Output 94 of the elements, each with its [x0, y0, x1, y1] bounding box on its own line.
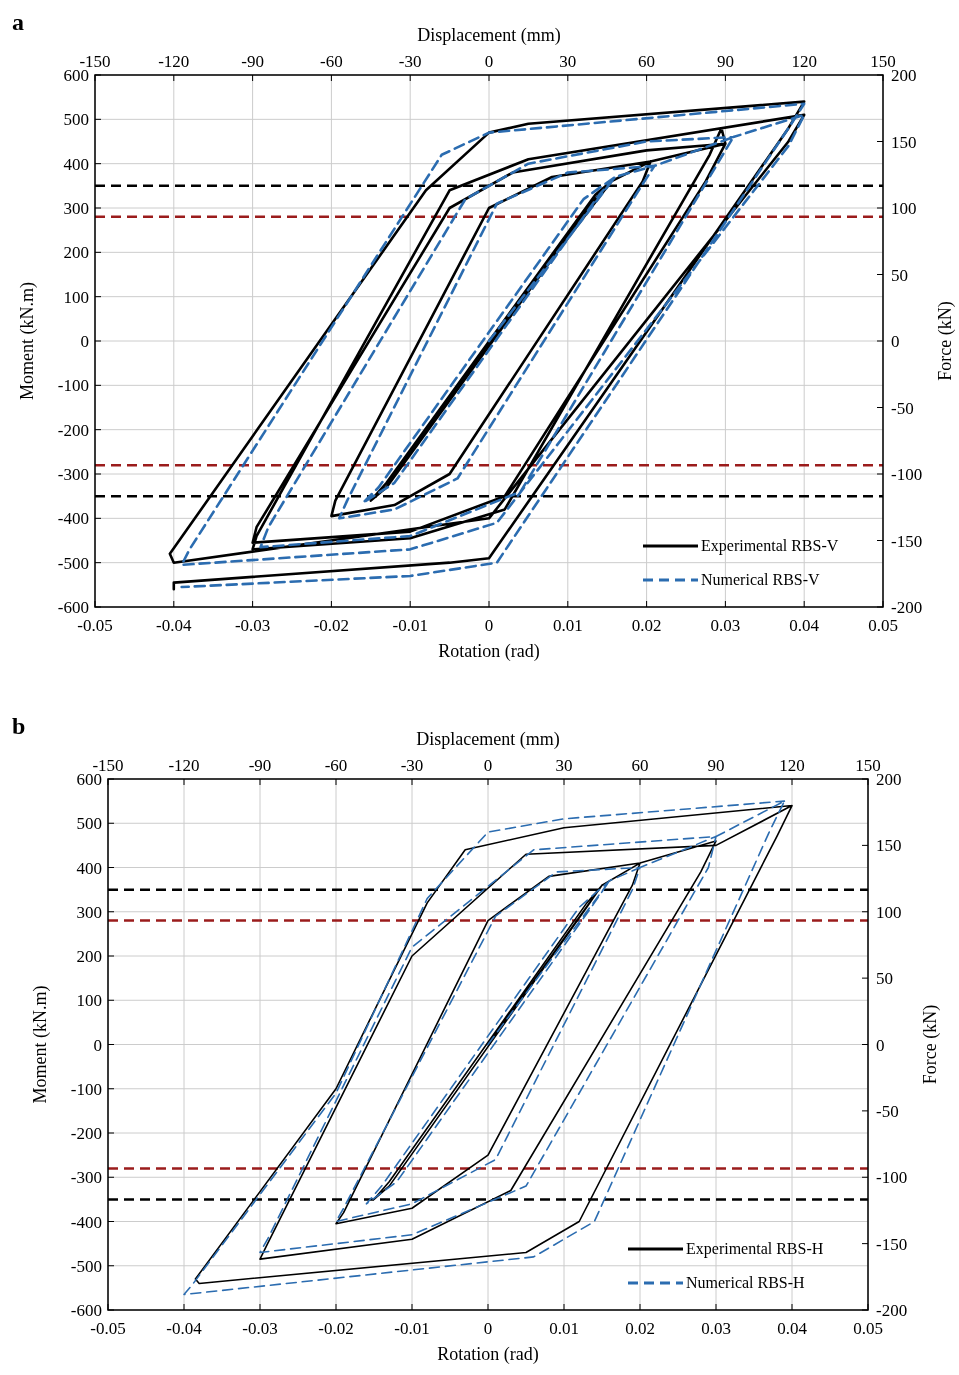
legend-label: Numerical RBS-V — [701, 571, 821, 588]
y-tick-label: 300 — [76, 902, 102, 922]
x-tick-label: 0.04 — [789, 616, 820, 635]
y2-tick-label: -200 — [891, 598, 923, 617]
y2-tick-label: 100 — [891, 199, 917, 218]
y-tick-label: -100 — [70, 1079, 102, 1099]
x2-tick-label: -90 — [241, 52, 264, 71]
x-tick-label: 0.05 — [853, 1319, 883, 1338]
y-tick-label: -600 — [70, 1301, 102, 1320]
y2-tick-label: 150 — [891, 132, 917, 152]
x-tick-label: -0.03 — [242, 1319, 278, 1338]
y-axis-title: Moment (kN.m) — [17, 282, 38, 400]
y2-axis-title: Force (kN) — [935, 301, 956, 381]
y-tick-label: -400 — [70, 1212, 102, 1232]
x2-tick-label: -120 — [168, 756, 200, 775]
x2-tick-label: 90 — [707, 756, 725, 775]
x2-tick-label: -30 — [398, 52, 422, 71]
legend-label: Experimental RBS-V — [701, 537, 839, 555]
x2-tick-label: -120 — [158, 52, 190, 71]
x2-tick-label: 30 — [555, 756, 573, 775]
y2-tick-label: 100 — [876, 902, 902, 922]
x-tick-label: -0.01 — [394, 1319, 430, 1338]
y-tick-label: 200 — [76, 947, 102, 966]
x-tick-label: 0.01 — [549, 1319, 579, 1338]
y-tick-label: -500 — [57, 553, 89, 573]
y2-tick-label: 50 — [891, 265, 908, 285]
y-tick-label: -300 — [70, 1168, 102, 1188]
y2-tick-label: -50 — [891, 398, 914, 418]
y-tick-label: 100 — [76, 991, 102, 1011]
x-tick-label: -0.03 — [234, 616, 271, 635]
y2-tick-label: -50 — [876, 1101, 899, 1121]
y-tick-label: -500 — [70, 1256, 102, 1276]
x-axis-title: Rotation (rad) — [438, 641, 540, 662]
y-tick-label: -600 — [57, 598, 89, 617]
y-tick-label: 200 — [63, 243, 89, 263]
x2-tick-label: 30 — [559, 52, 577, 71]
x2-tick-label: 120 — [779, 756, 805, 775]
x-tick-label: -0.05 — [77, 616, 113, 635]
y-tick-label: -200 — [57, 420, 89, 440]
x-tick-label: 0.05 — [868, 616, 898, 635]
x-tick-label: 0 — [484, 616, 494, 635]
x-tick-label: 0.04 — [777, 1319, 808, 1338]
y2-tick-label: 0 — [891, 332, 900, 351]
x2-tick-label: -90 — [248, 756, 272, 775]
y2-tick-label: 150 — [876, 836, 902, 856]
x-axis-title: Rotation (rad) — [437, 1344, 539, 1365]
x2-axis-title: Displacement (mm) — [417, 25, 561, 46]
x2-tick-label: 60 — [638, 52, 656, 71]
x2-axis-title: Displacement (mm) — [416, 729, 560, 750]
y2-tick-label: 50 — [876, 969, 893, 989]
y2-tick-label: -150 — [876, 1234, 908, 1254]
x-tick-label: -0.05 — [90, 1319, 126, 1338]
y-tick-label: 500 — [63, 110, 89, 130]
x-tick-label: -0.02 — [318, 1319, 354, 1338]
x-tick-label: 0.03 — [701, 1319, 731, 1338]
y2-tick-label: -150 — [891, 531, 923, 551]
y2-axis-title: Force (kN) — [920, 1004, 941, 1085]
y-tick-label: 500 — [76, 814, 102, 834]
legend-label: Numerical RBS-H — [686, 1274, 806, 1291]
x2-tick-label: 0 — [483, 756, 493, 775]
x-tick-label: -0.01 — [392, 616, 428, 635]
y2-tick-label: -200 — [876, 1301, 908, 1320]
y2-tick-label: 0 — [876, 1035, 885, 1055]
y2-tick-label: -100 — [891, 465, 923, 484]
x2-tick-label: 120 — [791, 52, 817, 71]
x-tick-label: 0.01 — [552, 616, 583, 635]
y-tick-label: -400 — [57, 509, 89, 529]
x2-tick-label: 60 — [631, 756, 649, 775]
y-tick-label: -300 — [57, 465, 89, 484]
y-tick-label: 400 — [76, 858, 102, 878]
y-tick-label: 100 — [63, 287, 89, 307]
x-tick-label: 0.03 — [710, 616, 741, 635]
x-tick-label: 0.02 — [625, 1319, 655, 1338]
chart-title: b — [12, 713, 26, 739]
x2-tick-label: -60 — [324, 756, 348, 775]
x-tick-label: -0.04 — [156, 616, 192, 635]
legend-label: Experimental RBS-H — [686, 1240, 824, 1258]
y-tick-label: 0 — [80, 332, 89, 351]
y2-tick-label: -100 — [876, 1168, 908, 1188]
x2-tick-label: 90 — [716, 52, 734, 71]
y-tick-label: -100 — [57, 376, 89, 396]
x2-tick-label: -60 — [320, 52, 343, 71]
x-tick-label: 0 — [483, 1319, 493, 1338]
x-tick-label: -0.04 — [166, 1319, 203, 1338]
x-tick-label: -0.02 — [313, 616, 350, 635]
x-tick-label: 0.02 — [631, 616, 662, 635]
y-tick-label: -200 — [70, 1124, 102, 1143]
y-tick-label: 300 — [63, 199, 89, 218]
x2-tick-label: -30 — [400, 756, 424, 775]
y-tick-label: 400 — [63, 154, 89, 174]
chart-title: a — [12, 9, 24, 35]
y-tick-label: 0 — [93, 1035, 102, 1055]
x2-tick-label: 0 — [484, 52, 494, 71]
y-axis-title: Moment (kN.m) — [30, 985, 51, 1104]
